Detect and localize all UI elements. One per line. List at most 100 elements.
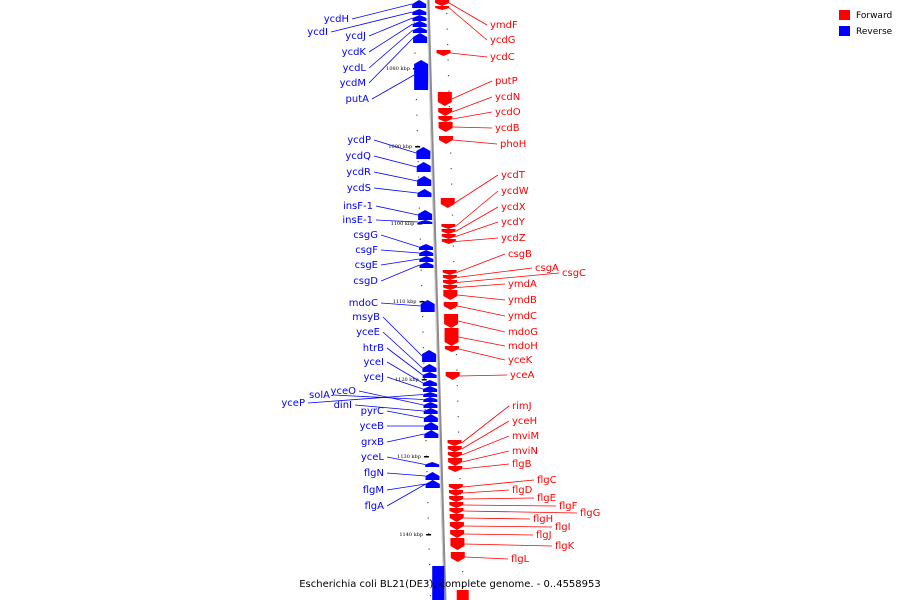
gene-label-solA[interactable]: solA: [309, 390, 330, 401]
gene-feature-msyB[interactable]: [422, 350, 437, 362]
gene-label-flgH[interactable]: flgH: [533, 514, 553, 525]
gene-label-ycdR[interactable]: ycdR: [346, 167, 371, 178]
gene-label-yceE[interactable]: yceE: [356, 327, 380, 338]
gene-feature-ycdZ[interactable]: [441, 239, 456, 244]
gene-feature-ycdP[interactable]: [416, 147, 431, 159]
gene-feature-flgI[interactable]: [449, 522, 464, 530]
gene-feature-flgA[interactable]: [425, 480, 440, 488]
gene-feature-csgB[interactable]: [442, 270, 457, 275]
gene-label-mdoH[interactable]: mdoH: [508, 341, 538, 352]
gene-label-flgM[interactable]: flgM: [363, 485, 384, 496]
gene-label-flgF[interactable]: flgF: [559, 501, 578, 512]
gene-feature-dinI[interactable]: [423, 408, 438, 414]
gene-label-putP[interactable]: putP: [495, 76, 518, 87]
gene-label-ycdM[interactable]: ycdM: [340, 78, 366, 89]
gene-feature-ycdH[interactable]: [412, 0, 427, 8]
gene-label-putA[interactable]: putA: [346, 94, 370, 105]
gene-feature-putP[interactable]: [437, 92, 452, 106]
gene-label-flgA[interactable]: flgA: [365, 501, 385, 512]
gene-feature-ycdN[interactable]: [438, 108, 453, 116]
gene-label-mdoG[interactable]: mdoG: [508, 327, 538, 338]
gene-label-ymdF[interactable]: ymdF: [490, 20, 518, 31]
gene-feature-grxB[interactable]: [424, 430, 439, 438]
gene-feature-csgA[interactable]: [442, 275, 457, 280]
gene-label-flgC[interactable]: flgC: [537, 475, 557, 486]
gene-feature-ycdM[interactable]: [413, 33, 428, 43]
gene-feature-ycdK[interactable]: [412, 21, 427, 27]
gene-feature-flgB[interactable]: [448, 466, 463, 472]
gene-label-ycdS[interactable]: ycdS: [347, 183, 371, 194]
gene-feature-rimJ[interactable]: [447, 440, 462, 446]
gene-label-yceP[interactable]: yceP: [281, 398, 305, 409]
gene-feature-mviN[interactable]: [448, 458, 463, 466]
gene-label-csgF[interactable]: csgF: [355, 245, 378, 256]
gene-feature-flgJ[interactable]: [450, 530, 465, 538]
gene-feature-ycdB[interactable]: [438, 122, 453, 132]
gene-label-yceL[interactable]: yceL: [361, 452, 385, 463]
gene-feature-yceB[interactable]: [424, 422, 439, 430]
gene-label-ycdZ[interactable]: ycdZ: [501, 233, 526, 244]
gene-feature-insF-1[interactable]: [418, 210, 433, 220]
gene-label-grxB[interactable]: grxB: [361, 437, 384, 448]
gene-feature-yceJ[interactable]: [423, 386, 438, 392]
gene-label-yceA[interactable]: yceA: [510, 370, 535, 381]
gene-feature-flgH[interactable]: [449, 514, 464, 522]
gene-label-dinI[interactable]: dinI: [334, 400, 352, 411]
gene-feature-flgL[interactable]: [450, 552, 465, 562]
gene-feature-yceP[interactable]: [423, 392, 438, 397]
gene-label-rimJ[interactable]: rimJ: [512, 401, 532, 412]
gene-feature-flgG[interactable]: [449, 508, 464, 514]
gene-label-csgA[interactable]: csgA: [535, 263, 559, 274]
gene-label-ycdB[interactable]: ycdB: [495, 123, 520, 134]
gene-feature-csgG[interactable]: [418, 244, 433, 250]
gene-label-ycdQ[interactable]: ycdQ: [345, 151, 371, 162]
gene-feature-htrB[interactable]: [422, 372, 437, 378]
gene-label-yceH[interactable]: yceH: [512, 416, 537, 427]
gene-label-ymdC[interactable]: ymdC: [508, 311, 537, 322]
gene-feature-ycdY[interactable]: [441, 234, 456, 239]
gene-label-ycdN[interactable]: ycdN: [495, 92, 520, 103]
gene-feature-solA[interactable]: [423, 397, 438, 402]
gene-label-flgK[interactable]: flgK: [555, 541, 575, 552]
gene-feature-flgE[interactable]: [449, 496, 464, 502]
gene-feature-yceE[interactable]: [422, 364, 437, 372]
gene-feature-yceO[interactable]: [423, 402, 438, 408]
gene-label-ycdX[interactable]: ycdX: [501, 202, 526, 213]
gene-label-ycdO[interactable]: ycdO: [495, 107, 521, 118]
gene-feature-ycdW[interactable]: [441, 224, 456, 229]
gene-feature-mdoC[interactable]: [420, 300, 435, 312]
gene-feature-ycdI[interactable]: [412, 9, 427, 15]
gene-label-mviM[interactable]: mviM: [512, 431, 539, 442]
gene-label-ycdC[interactable]: ycdC: [490, 52, 515, 63]
gene-feature-ycdJ[interactable]: [412, 15, 427, 21]
gene-label-ycdT[interactable]: ycdT: [501, 170, 526, 181]
gene-feature-ymdC[interactable]: [443, 302, 458, 310]
gene-feature-yceA[interactable]: [445, 372, 460, 380]
gene-feature-mdoH[interactable]: [444, 328, 459, 346]
gene-feature-ymdB[interactable]: [443, 290, 458, 300]
gene-label-flgD[interactable]: flgD: [512, 485, 533, 496]
gene-feature-ycdS[interactable]: [417, 189, 432, 197]
gene-label-ycdP[interactable]: ycdP: [347, 135, 371, 146]
gene-label-csgG[interactable]: csgG: [353, 230, 378, 241]
gene-label-insE-1[interactable]: insE-1: [342, 215, 373, 226]
gene-feature-flgD[interactable]: [448, 490, 463, 496]
gene-label-flgE[interactable]: flgE: [537, 493, 556, 504]
gene-feature-ycdC[interactable]: [436, 50, 451, 56]
gene-label-flgG[interactable]: flgG: [580, 508, 600, 519]
gene-label-ycdY[interactable]: ycdY: [501, 217, 526, 228]
gene-label-ycdW[interactable]: ycdW: [501, 186, 529, 197]
gene-feature-ycdO[interactable]: [438, 116, 453, 122]
gene-label-ycdG[interactable]: ycdG: [490, 35, 516, 46]
gene-feature-ycdX[interactable]: [441, 229, 456, 234]
gene-feature-insE-1[interactable]: [418, 220, 433, 224]
gene-feature-yceK[interactable]: [444, 346, 459, 352]
gene-feature-ycdG[interactable]: [435, 6, 450, 10]
gene-feature-mdoG[interactable]: [444, 314, 459, 328]
gene-feature-ycdL[interactable]: [412, 27, 427, 33]
gene-label-ymdB[interactable]: ymdB: [508, 295, 537, 306]
gene-label-htrB[interactable]: htrB: [363, 343, 384, 354]
gene-label-ycdH[interactable]: ycdH: [324, 14, 349, 25]
gene-feature-yceH[interactable]: [447, 446, 462, 452]
gene-feature-yceI[interactable]: [422, 380, 437, 386]
